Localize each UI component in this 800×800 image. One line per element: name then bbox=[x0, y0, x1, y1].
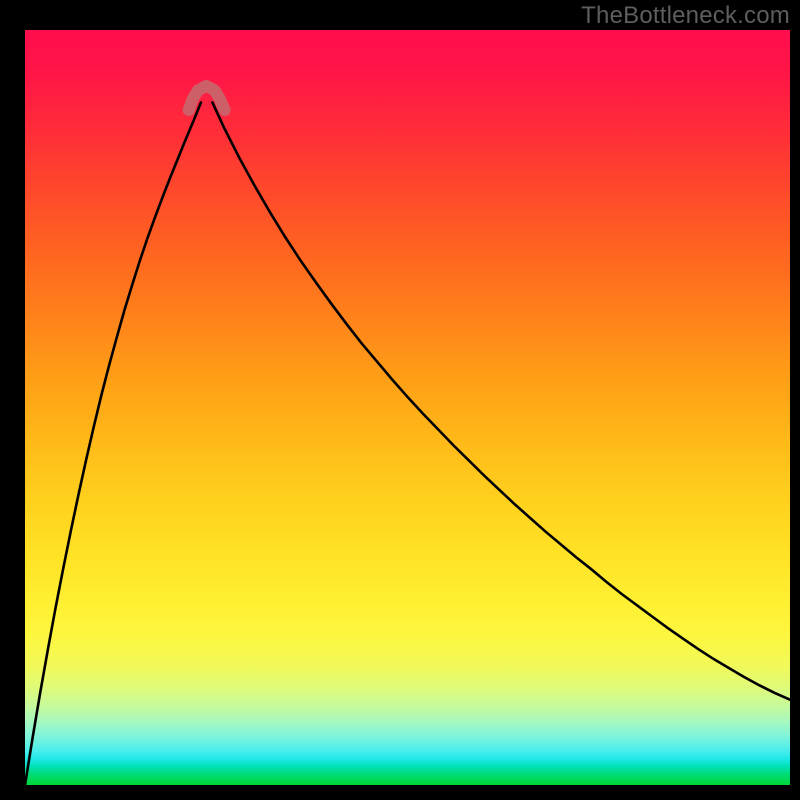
watermark-text: TheBottleneck.com bbox=[581, 2, 790, 30]
bottleneck-chart bbox=[25, 30, 790, 785]
gradient-background bbox=[25, 30, 790, 785]
chart-area bbox=[25, 30, 790, 785]
